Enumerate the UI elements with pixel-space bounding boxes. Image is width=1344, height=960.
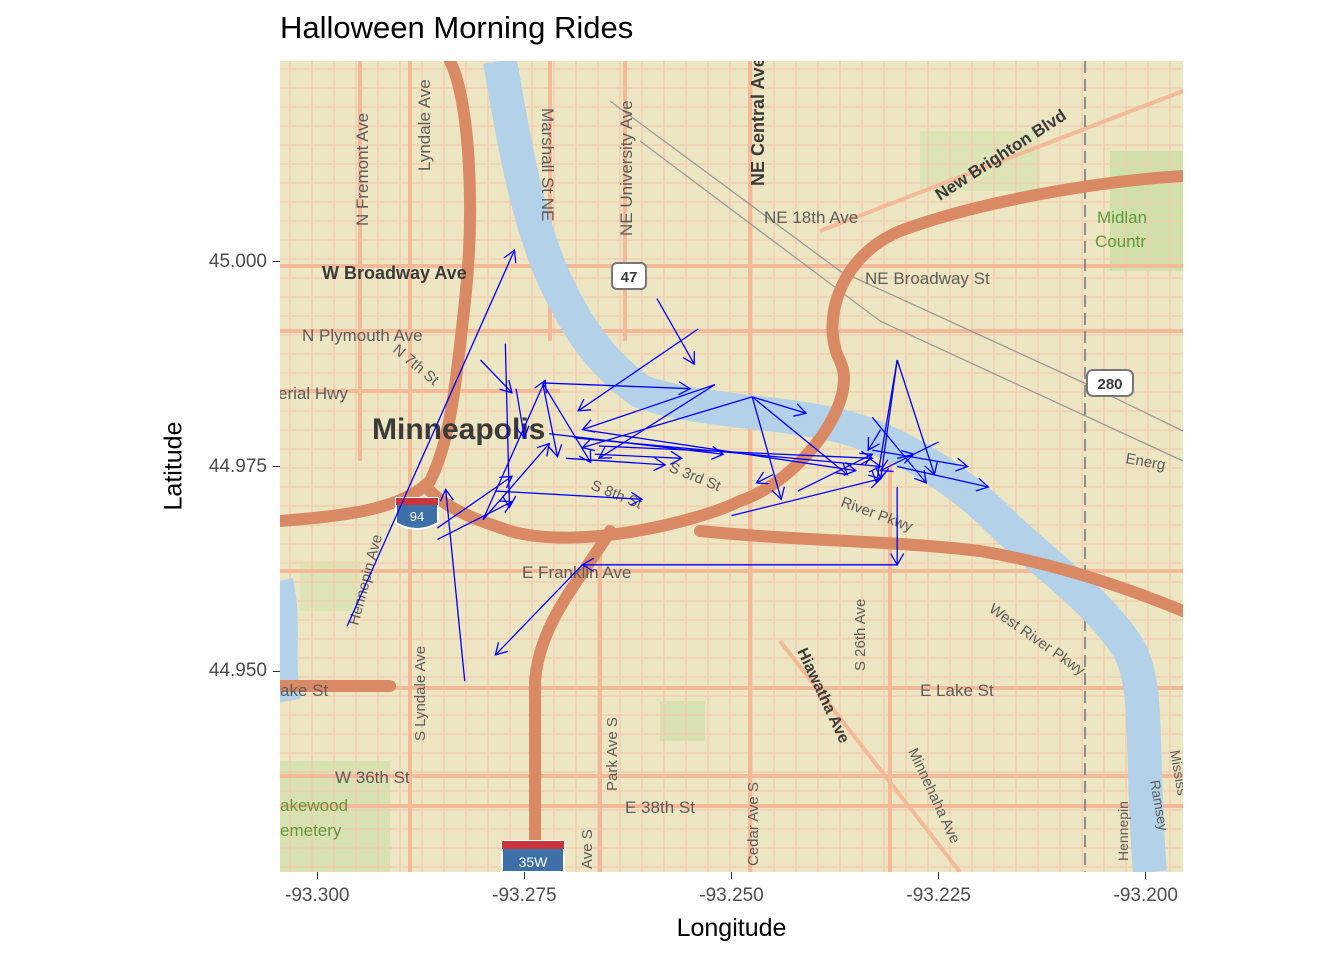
ride-arrow: [495, 490, 644, 506]
ride-arrow: [494, 564, 583, 656]
svg-text:35W: 35W: [519, 854, 549, 870]
map-label: Cedar Ave S: [745, 782, 762, 866]
ride-arrow: [515, 388, 530, 440]
route-shield-94: 94: [395, 497, 439, 530]
map-label: Countr: [1095, 232, 1146, 251]
map-label: Minneapolis: [372, 413, 545, 446]
map-label: NE Central Ave: [748, 61, 768, 186]
ride-arrow: [872, 449, 969, 472]
ride-arrow: [542, 382, 592, 464]
ride-arrow: [565, 457, 667, 472]
ride-arrow: [897, 465, 990, 492]
map-label: akewood: [280, 796, 348, 815]
map-label: W 36th St: [335, 768, 410, 787]
svg-text:94: 94: [410, 509, 424, 524]
map-label: E Franklin Ave: [522, 563, 631, 582]
ride-arrow: [480, 359, 513, 394]
ride-arrows: [346, 249, 990, 682]
y-tick-mark: [273, 466, 280, 467]
map-label: N Fremont Ave: [353, 113, 372, 226]
ride-arrow: [597, 384, 716, 460]
x-tick-mark: [316, 872, 318, 879]
map-label: N Plymouth Ave: [302, 326, 423, 345]
y-tick-label: 44.950: [208, 660, 267, 682]
x-tick-mark: [1145, 872, 1147, 879]
svg-text:280: 280: [1097, 376, 1122, 393]
ride-arrow: [797, 452, 874, 492]
map-label: S 26th Ave: [852, 599, 869, 671]
y-tick-mark: [273, 670, 280, 672]
y-tick-label: 44.975: [208, 455, 267, 477]
y-axis-title: Latitude: [159, 421, 188, 511]
ride-arrow: [656, 298, 695, 366]
ride-arrow: [439, 488, 466, 682]
map-label: erial Hwy: [280, 384, 348, 403]
ride-arrow: [541, 382, 563, 458]
map-label: NE 18th Ave: [764, 208, 858, 227]
ride-arrow: [752, 396, 808, 417]
map-label: Ave S: [579, 829, 596, 869]
map-panel[interactable]: 47 280 94 35W Minneapolis N Fremont Ave …: [280, 61, 1183, 872]
route-shield-35w: 35W: [501, 840, 565, 872]
ride-arrow: [871, 359, 898, 485]
chart-title: Halloween Morning Rides: [280, 10, 634, 45]
x-tick-label: -93.225: [906, 885, 971, 906]
svg-text:47: 47: [621, 269, 638, 286]
x-axis-title: Longitude: [676, 914, 787, 942]
ride-arrow: [871, 416, 928, 484]
map-label: emetery: [280, 821, 342, 840]
x-tick-label: -93.200: [1113, 885, 1178, 906]
y-tick-mark: [273, 261, 280, 263]
basemap-layer: 47 280 94 35W Minneapolis N Fremont Ave …: [280, 61, 1183, 872]
x-tick-label: -93.300: [285, 885, 350, 906]
ride-arrow: [577, 328, 699, 412]
map-label: Hennepin: [1115, 801, 1131, 861]
x-tick-label: -93.250: [699, 885, 764, 906]
ride-arrow: [542, 381, 692, 396]
map-label: Midlan: [1097, 208, 1147, 227]
map-label: Energ: [1124, 450, 1166, 474]
basemap: 47 280 94 35W Minneapolis N Fremont Ave …: [280, 61, 1183, 872]
ride-arrow: [594, 450, 684, 465]
ride-arrow: [581, 396, 753, 452]
x-tick-mark: [938, 872, 940, 879]
ride-arrow: [502, 343, 517, 509]
map-label: W Broadway Ave: [322, 263, 467, 283]
map-label: NE University Ave: [617, 100, 636, 236]
ride-arrow: [755, 471, 774, 485]
route-shield-280: 280: [1086, 369, 1134, 397]
map-label: Lyndale Ave: [415, 79, 434, 171]
ride-arrow: [346, 249, 517, 627]
map-label: E Lake St: [920, 681, 994, 700]
ride-arrow: [897, 449, 916, 464]
y-tick-label: 45.000: [208, 250, 267, 272]
map-label: E 38th St: [625, 798, 695, 817]
ride-arrow: [751, 396, 849, 476]
map-label: S Lyndale Ave: [412, 646, 429, 741]
map-label: NE Broadway St: [865, 269, 990, 288]
map-label: Park Ave S: [604, 717, 621, 791]
x-tick-mark: [523, 872, 525, 879]
map-label: Marshall St NE: [538, 108, 557, 221]
ride-arrow: [867, 429, 882, 452]
map-label: ake St: [280, 681, 328, 700]
ride-arrow: [482, 442, 551, 521]
x-tick-mark: [731, 872, 732, 879]
x-tick-label: -93.275: [492, 885, 557, 906]
route-shield-47: 47: [611, 262, 647, 290]
ride-arrow: [751, 396, 786, 501]
